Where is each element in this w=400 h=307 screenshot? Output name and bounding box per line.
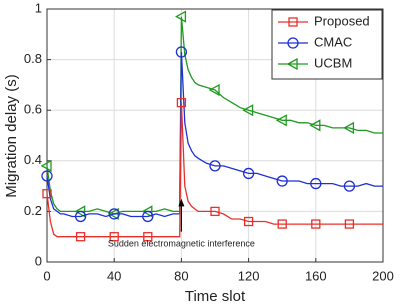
series-line (46, 102, 383, 238)
marker (275, 114, 287, 127)
marker (175, 46, 188, 58)
marker (243, 216, 254, 227)
legend: Proposed CMAC UCBM (271, 9, 383, 80)
series-line (46, 16, 383, 215)
marker (75, 232, 86, 242)
marker (74, 210, 87, 223)
x-tick-label: 120 (238, 268, 260, 283)
marker (208, 83, 220, 97)
marker (40, 159, 52, 172)
marker (309, 119, 321, 132)
marker (74, 205, 86, 218)
x-tick-label: 40 (107, 268, 121, 283)
marker (176, 97, 187, 108)
y-tick-label: 0.6 (24, 102, 42, 117)
legend-marker (286, 57, 298, 71)
marker (175, 10, 187, 23)
marker (242, 104, 254, 117)
x-tick-label: 160 (305, 268, 327, 283)
y-axis-label: Migration delay (s) (3, 74, 20, 197)
marker (343, 121, 355, 135)
marker (343, 180, 356, 192)
marker (310, 177, 322, 190)
marker (344, 219, 355, 229)
y-tick-label: 0.4 (24, 152, 42, 167)
y-tick-label: 0.8 (24, 51, 42, 66)
legend-marker (287, 37, 299, 49)
legend-label: CMAC (314, 34, 352, 49)
x-tick-label: 200 (372, 268, 394, 283)
x-tick-label: 80 (174, 268, 188, 283)
marker (277, 219, 287, 229)
marker (242, 167, 255, 180)
marker (109, 232, 119, 242)
marker (41, 170, 53, 182)
marker (311, 219, 321, 229)
marker (108, 208, 120, 220)
marker (42, 189, 52, 199)
y-tick-label: 0.2 (24, 203, 42, 218)
legend-label: UCBM (314, 55, 352, 70)
annotation-arrowhead (178, 198, 185, 207)
series-line (46, 51, 383, 218)
legend-marker (288, 17, 298, 27)
legend-label: Proposed (314, 13, 370, 28)
x-tick-label: 0 (43, 268, 50, 283)
marker (141, 205, 153, 218)
annotation: Sudden electromagnetic interference (108, 239, 255, 249)
marker (210, 206, 220, 217)
x-axis-label: Time slot (185, 288, 246, 305)
y-tick-label: 0 (35, 253, 42, 268)
marker (143, 232, 153, 242)
y-tick-label: 1 (35, 0, 42, 15)
marker (276, 175, 288, 187)
marker (209, 160, 221, 172)
marker (142, 210, 154, 223)
plot-frame (46, 8, 384, 263)
